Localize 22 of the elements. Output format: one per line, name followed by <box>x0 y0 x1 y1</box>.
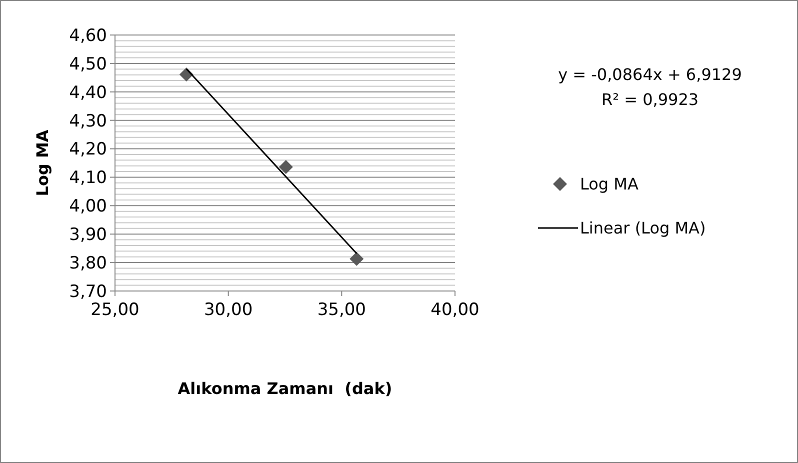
point <box>278 160 293 174</box>
x-tick-label: 30,00 <box>204 300 253 320</box>
x-tick-label: 40,00 <box>430 300 480 320</box>
x-tick-label: 35,00 <box>317 300 366 320</box>
y-tick-label: 4,50 <box>69 54 107 74</box>
text: R² = 0,9923 <box>601 90 699 109</box>
y-tick-label: 4,20 <box>69 140 107 160</box>
text: y = -0,0864x + 6,9129 <box>558 65 742 84</box>
x-axis-title: Alıkonma Zamanı (dak) <box>178 379 392 398</box>
y-axis-title: Log MA <box>33 129 52 196</box>
y-tick-label: 4,10 <box>69 168 107 188</box>
point <box>350 252 364 266</box>
y-tick-label: 3,90 <box>69 225 107 246</box>
y-tick-label: 3,70 <box>69 282 107 302</box>
x-tick-label: 25,00 <box>90 300 140 320</box>
legend-label: Log MA <box>580 174 638 194</box>
y-tick-label: 4,40 <box>69 82 107 103</box>
y-tick-label: 3,80 <box>69 254 107 274</box>
y-tick-label: 4,00 <box>69 196 107 217</box>
y-tick-label: 4,60 <box>69 26 107 46</box>
legend-label: Linear (Log MA) <box>580 218 706 238</box>
y-tick-label: 4,30 <box>69 111 107 132</box>
